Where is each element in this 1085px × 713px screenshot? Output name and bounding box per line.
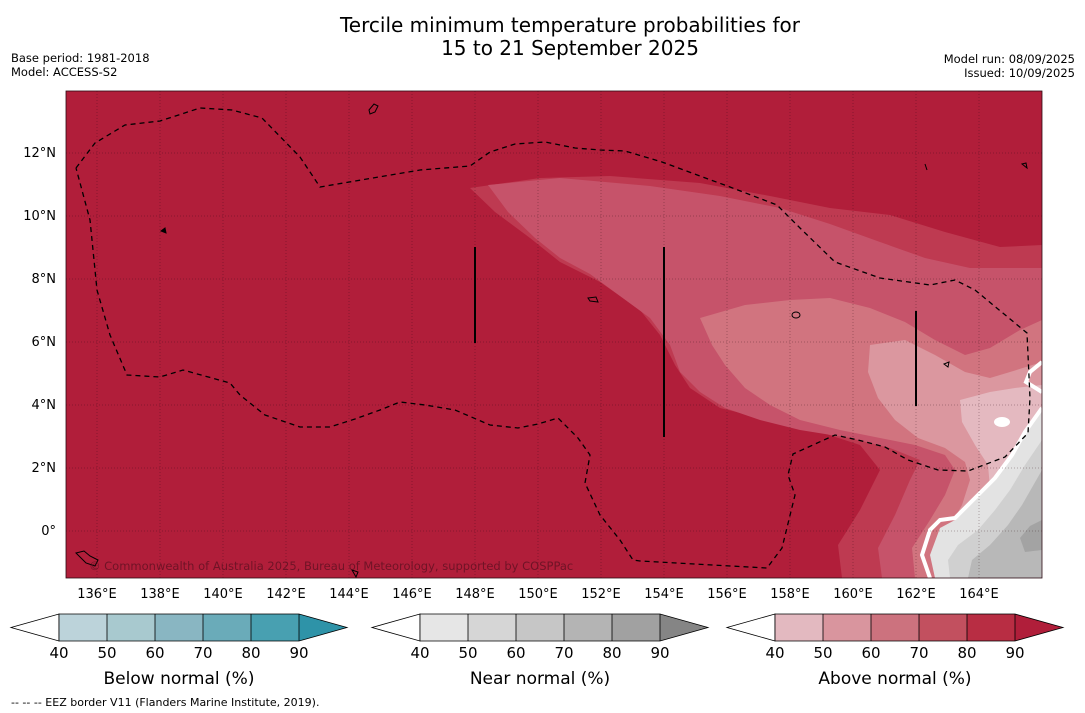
issued-text: Issued: 10/09/2025 xyxy=(964,66,1075,80)
colorbar-below-segment xyxy=(59,614,107,641)
model-run-text: Model run: 08/09/2025 xyxy=(943,52,1075,66)
colorbar-below-normal xyxy=(9,613,349,642)
colorbar-below-tick: 80 xyxy=(241,644,261,662)
colorbar-near-tick: 70 xyxy=(554,644,574,662)
colorbar-near-segment xyxy=(612,614,660,641)
colorbar-above-normal xyxy=(725,613,1065,642)
eez-footnote: -- -- -- EEZ border V11 (Flanders Marine… xyxy=(11,696,320,709)
lon-tick-label: 152°E xyxy=(581,587,621,602)
lon-tick-label: 138°E xyxy=(140,587,180,602)
colorbar-near-normal xyxy=(370,613,710,642)
colorbar-above-tick: 70 xyxy=(909,644,929,662)
colorbar-below-tick: 60 xyxy=(145,644,165,662)
lat-tick-label: 0° xyxy=(41,524,56,539)
lon-tick-label: 156°E xyxy=(707,587,747,602)
colorbar-above-segment xyxy=(919,614,967,641)
lon-tick-label: 158°E xyxy=(770,587,810,602)
lat-tick-label: 4°N xyxy=(31,398,57,413)
title-line-1: Tercile minimum temperature probabilitie… xyxy=(339,13,801,37)
meta-right: Model run: 08/09/2025 Issued: 10/09/2025 xyxy=(944,52,1075,80)
map-field xyxy=(66,91,1042,578)
colorbar-near-tick: 50 xyxy=(458,644,478,662)
colorbar-below-label: Below normal (%) xyxy=(103,669,255,689)
title-line-2: 15 to 21 September 2025 xyxy=(441,36,699,60)
colorbar-near-max-arrow xyxy=(660,614,708,641)
lon-tick-label: 142°E xyxy=(266,587,306,602)
colorbar-below-max-arrow xyxy=(299,614,347,641)
copyright-text: © Commonwealth of Australia 2025, Bureau… xyxy=(89,559,574,573)
meta-left: Base period: 1981-2018 Model: ACCESS-S2 xyxy=(11,51,150,79)
colorbar-above-max-arrow xyxy=(1015,614,1063,641)
lon-tick-label: 146°E xyxy=(392,587,432,602)
lon-tick-label: 144°E xyxy=(329,587,369,602)
base-period-text: Base period: 1981-2018 xyxy=(11,51,150,65)
lat-tick-label: 12°N xyxy=(23,146,56,161)
colorbar-near-tick: 60 xyxy=(506,644,526,662)
colorbar-near-segment xyxy=(468,614,516,641)
colorbar-above-segment xyxy=(775,614,823,641)
colorbar-below-segment xyxy=(107,614,155,641)
colorbar-near-tick: 40 xyxy=(410,644,430,662)
lon-tick-label: 162°E xyxy=(896,587,936,602)
model-text: Model: ACCESS-S2 xyxy=(11,65,118,79)
lat-tick-label: 6°N xyxy=(31,335,57,350)
lat-tick-label: 10°N xyxy=(23,209,56,224)
lat-tick-label: 2°N xyxy=(31,461,57,476)
islands xyxy=(75,103,1028,579)
lon-tick-label: 140°E xyxy=(203,587,243,602)
colorbar-below-tick: 90 xyxy=(289,644,309,662)
colorbar-below-segment xyxy=(203,614,251,641)
lon-tick-label: 164°E xyxy=(959,587,999,602)
colorbar-above-label: Above normal (%) xyxy=(818,669,972,689)
colorbar-below-tick: 70 xyxy=(193,644,213,662)
colorbar-near-segment xyxy=(564,614,612,641)
colorbar-near-tick: 80 xyxy=(602,644,622,662)
lon-tick-label: 150°E xyxy=(518,587,558,602)
colorbar-near-tick: 90 xyxy=(650,644,670,662)
lon-tick-label: 160°E xyxy=(833,587,873,602)
near-normal-top-boundary xyxy=(1023,360,1042,394)
lon-tick-label: 148°E xyxy=(455,587,495,602)
near-normal-70-region xyxy=(1020,520,1042,552)
colorbar-above-tick: 80 xyxy=(957,644,977,662)
lat-tick-label: 8°N xyxy=(31,272,57,287)
colorbar-near-segment xyxy=(420,614,468,641)
map-title: Tercile minimum temperature probabilitie… xyxy=(0,14,1085,60)
colorbar-below-segment xyxy=(155,614,203,641)
colorbar-below-tick: 40 xyxy=(49,644,69,662)
near-normal-60-region xyxy=(968,470,1042,578)
near-normal-patch xyxy=(994,417,1010,427)
colorbar-above-segment xyxy=(871,614,919,641)
colorbar-above-segment xyxy=(823,614,871,641)
colorbar-below-min-arrow xyxy=(9,613,60,642)
lon-tick-label: 136°E xyxy=(77,587,117,602)
colorbar-above-tick: 50 xyxy=(813,644,833,662)
colorbar-above-tick: 40 xyxy=(765,644,785,662)
colorbar-above-min-arrow xyxy=(725,613,776,642)
lon-tick-label: 154°E xyxy=(644,587,684,602)
colorbar-below-tick: 50 xyxy=(97,644,117,662)
colorbar-above-tick: 90 xyxy=(1005,644,1025,662)
colorbar-graphics xyxy=(9,613,1065,642)
colorbar-above-tick: 60 xyxy=(861,644,881,662)
colorbar-near-label: Near normal (%) xyxy=(469,669,611,689)
eez-border xyxy=(75,107,1031,569)
colorbar-near-segment xyxy=(516,614,564,641)
colorbar-below-segment xyxy=(251,614,299,641)
colorbar-above-segment xyxy=(967,614,1015,641)
map-frame xyxy=(65,90,1043,579)
colorbar-near-min-arrow xyxy=(370,613,421,642)
longitude-lines xyxy=(474,247,917,437)
